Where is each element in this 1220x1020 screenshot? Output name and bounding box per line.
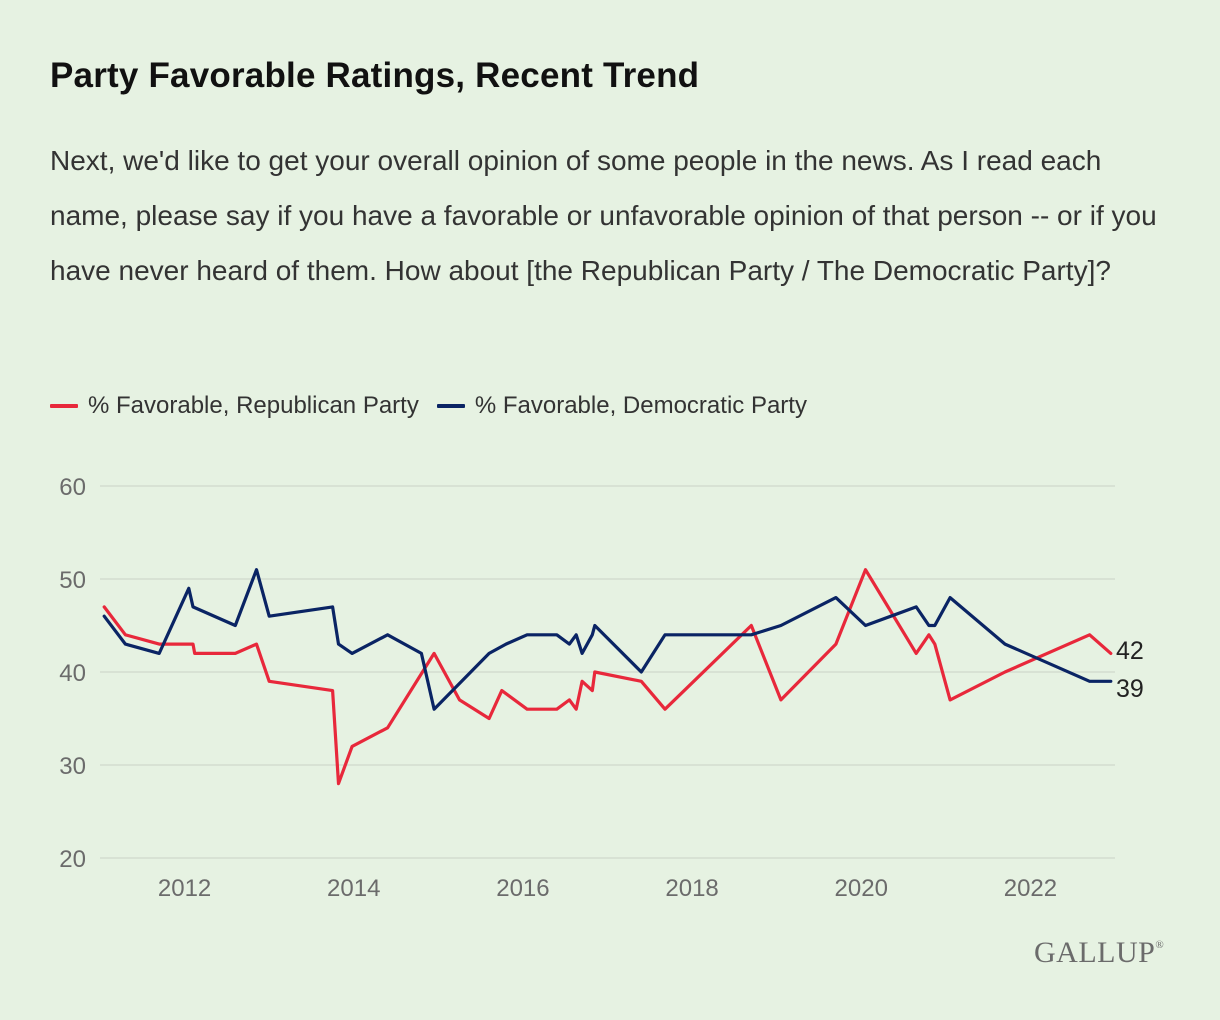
chart-subtitle: Next, we'd like to get your overall opin…	[50, 145, 1157, 286]
y-tick-label-60: 60	[59, 474, 86, 501]
x-tick-label-2020: 2020	[835, 875, 888, 902]
legend-item-democratic: % Favorable, Democratic Party	[436, 392, 807, 420]
series-line-democratic	[102, 568, 1113, 711]
x-tick-label-2018: 2018	[665, 875, 718, 902]
x-tick-label-2014: 2014	[327, 875, 380, 902]
legend-item-republican: % Favorable, Republican Party	[50, 392, 419, 420]
legend-swatch-democratic	[436, 404, 465, 408]
y-tick-label-30: 30	[59, 753, 86, 780]
gallup-logo-text: GALLUP	[1034, 936, 1156, 969]
legend-label-democratic: % Favorable, Democratic Party	[474, 392, 807, 419]
x-tick-label-2016: 2016	[496, 875, 549, 902]
x-tick-label-2022: 2022	[1004, 875, 1057, 902]
end-label-republican: 42	[1116, 637, 1144, 665]
legend-swatch-republican	[50, 404, 78, 408]
y-tick-label-50: 50	[59, 567, 86, 594]
x-tick-label-2012: 2012	[158, 875, 211, 902]
gallup-logo: GALLUP®	[1034, 936, 1165, 969]
y-tick-label-20: 20	[59, 846, 86, 873]
legend: % Favorable, Republican Party % Favorabl…	[50, 392, 825, 420]
legend-label-republican: % Favorable, Republican Party	[88, 392, 419, 419]
end-label-democratic: 39	[1116, 675, 1144, 703]
series-line-republican	[102, 568, 1113, 786]
chart-title: Party Favorable Ratings, Recent Trend	[50, 56, 700, 95]
y-tick-label-40: 40	[59, 660, 86, 687]
